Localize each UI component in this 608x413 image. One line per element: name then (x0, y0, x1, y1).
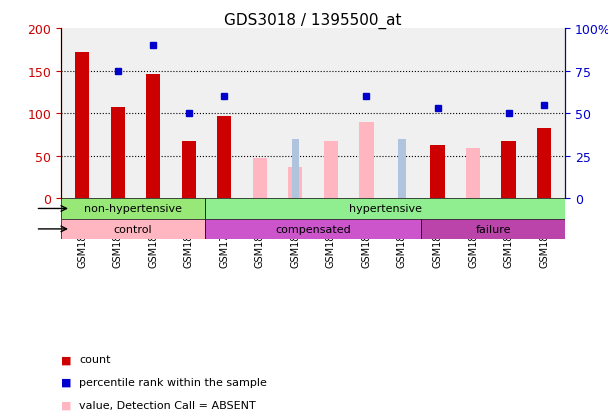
Text: ■: ■ (61, 400, 71, 410)
Text: ■: ■ (61, 377, 71, 387)
Title: GDS3018 / 1395500_at: GDS3018 / 1395500_at (224, 13, 402, 29)
Text: compensated: compensated (275, 224, 351, 234)
Bar (537, 128, 551, 199)
FancyBboxPatch shape (61, 199, 205, 219)
FancyBboxPatch shape (61, 219, 205, 240)
Text: percentile rank within the sample: percentile rank within the sample (79, 377, 267, 387)
Bar (253, 159, 267, 199)
Bar (430, 145, 444, 199)
Bar (217, 116, 232, 199)
Text: failure: failure (475, 224, 511, 234)
Text: control: control (114, 224, 152, 234)
Text: non-hypertensive: non-hypertensive (84, 204, 182, 214)
Bar (75, 53, 89, 199)
Bar (146, 75, 161, 199)
Bar (288, 167, 302, 199)
Bar (502, 142, 516, 199)
Text: count: count (79, 354, 111, 364)
FancyBboxPatch shape (421, 219, 565, 240)
Bar (111, 108, 125, 199)
Bar (182, 142, 196, 199)
FancyBboxPatch shape (205, 199, 565, 219)
Bar (359, 122, 373, 199)
Text: value, Detection Call = ABSENT: value, Detection Call = ABSENT (79, 400, 256, 410)
Bar (398, 139, 406, 199)
Bar (324, 142, 338, 199)
Text: ■: ■ (61, 354, 71, 364)
FancyBboxPatch shape (205, 219, 421, 240)
Text: hypertensive: hypertensive (349, 204, 422, 214)
Bar (466, 149, 480, 199)
Bar (292, 139, 299, 199)
